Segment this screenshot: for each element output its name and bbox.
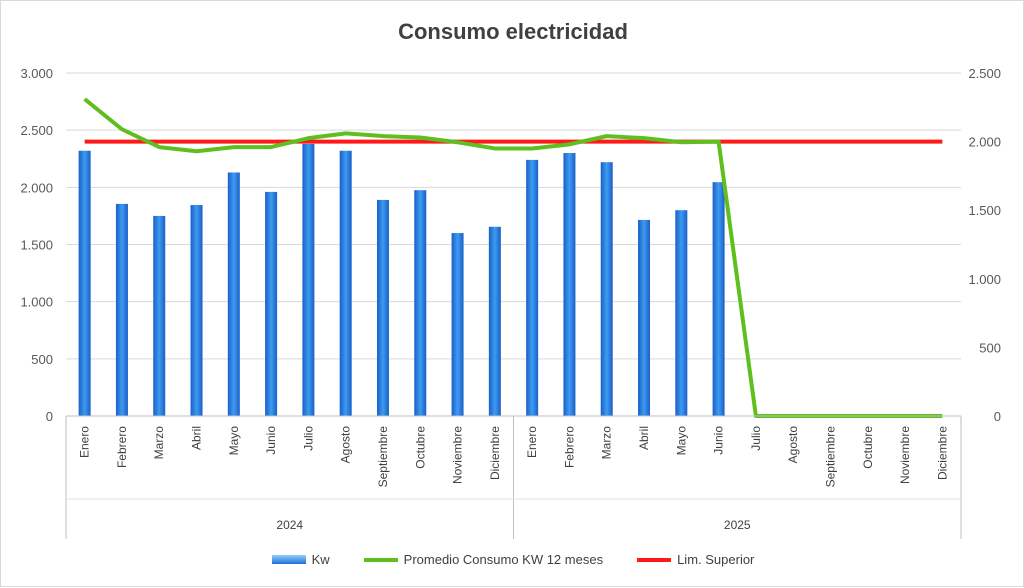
category-label: Diciembre (935, 426, 949, 480)
category-label: Marzo (152, 426, 166, 460)
right-tick-label: 1.500 (968, 203, 1001, 218)
category-label: Junio (712, 426, 726, 455)
right-tick-label: 2.000 (968, 135, 1001, 150)
group-label: 2024 (276, 518, 303, 532)
bar-kw (265, 191, 278, 416)
right-tick-label: 2.500 (968, 66, 1001, 81)
left-tick-label: 1.500 (20, 238, 53, 253)
category-label: Julio (749, 426, 763, 451)
left-tick-label: 1.000 (20, 295, 53, 310)
category-label: Mayo (674, 426, 688, 456)
category-label: Febrero (115, 426, 129, 468)
category-label: Enero (525, 426, 539, 458)
category-label: Julio (301, 426, 315, 451)
right-tick-label: 0 (994, 409, 1001, 424)
legend-item-promedio: Promedio Consumo KW 12 meses (363, 552, 604, 567)
bar-kw (600, 162, 613, 416)
line-promedio (83, 97, 943, 418)
category-label: Septiembre (823, 426, 837, 488)
right-tick-label: 1.000 (968, 272, 1001, 287)
category-label: Febrero (562, 426, 576, 468)
category-label: Mayo (227, 426, 241, 456)
chart-title: Consumo electricidad (398, 19, 628, 44)
category-label: Noviembre (451, 426, 465, 484)
category-label: Agosto (339, 426, 353, 464)
legend-item-lim: Lim. Superior (637, 552, 754, 567)
legend: Kw Promedio Consumo KW 12 meses Lim. Sup… (1, 552, 1024, 567)
bar-kw (712, 182, 725, 416)
legend-swatch-kw (271, 555, 306, 564)
legend-swatch-lim (637, 557, 672, 562)
category-label: Septiembre (376, 426, 390, 488)
bar-kw (339, 150, 352, 416)
bar-kw (414, 190, 427, 416)
left-tick-label: 0 (46, 409, 53, 424)
category-label: Noviembre (898, 426, 912, 484)
bar-kw (488, 226, 501, 416)
bar-kw (115, 203, 128, 416)
left-tick-label: 3.000 (20, 66, 53, 81)
category-label: Enero (78, 426, 92, 458)
right-tick-label: 500 (979, 340, 1001, 355)
bar-kw (78, 150, 91, 416)
left-tick-label: 2.500 (20, 123, 53, 138)
bar-kw (451, 233, 464, 416)
bar-kw (526, 159, 539, 417)
category-label: Agosto (786, 426, 800, 464)
legend-label: Kw (311, 552, 330, 567)
left-tick-label: 2.000 (20, 180, 53, 195)
category-label: Abril (637, 426, 651, 450)
category-label: Marzo (600, 426, 614, 460)
legend-label: Promedio Consumo KW 12 meses (403, 552, 604, 567)
bar-kw (563, 153, 576, 417)
bar-kw (153, 215, 166, 416)
left-tick-label: 500 (31, 352, 53, 367)
category-label: Abril (190, 426, 204, 450)
bar-kw (376, 199, 389, 416)
bar-kw (638, 219, 651, 416)
category-label: Octubre (861, 426, 875, 469)
bar-kw (227, 172, 240, 416)
group-label: 2025 (724, 518, 751, 532)
bar-kw (302, 143, 315, 417)
legend-swatch-promedio (363, 557, 398, 562)
bar-kw (190, 205, 203, 416)
category-label: Octubre (413, 426, 427, 469)
category-label: Junio (264, 426, 278, 455)
legend-item-kw: Kw (271, 552, 330, 567)
bar-kw (675, 210, 688, 416)
legend-label: Lim. Superior (677, 552, 755, 567)
category-label: Diciembre (488, 426, 502, 480)
